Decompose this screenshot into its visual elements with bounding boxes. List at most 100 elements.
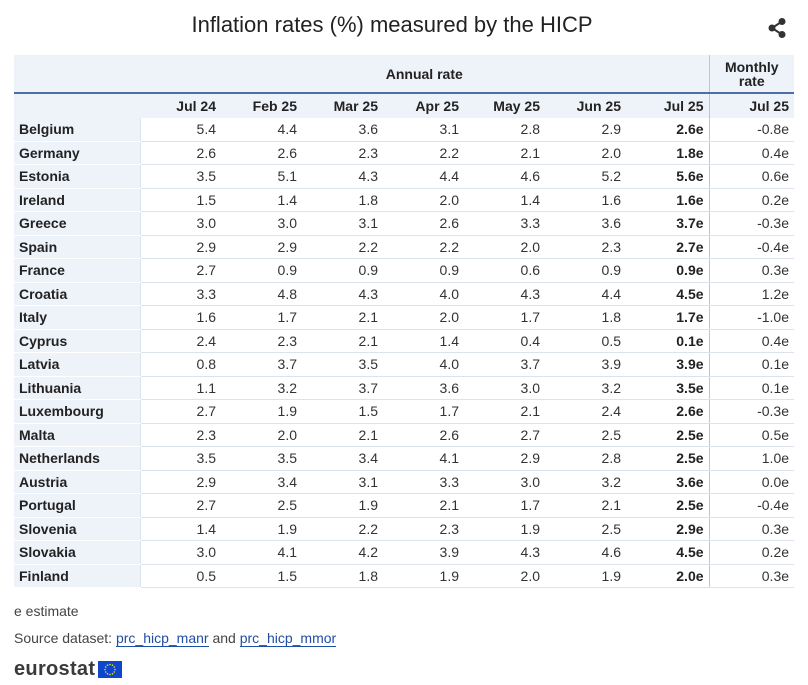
value-cell: 1.4 [221, 188, 302, 212]
flag-star [112, 672, 114, 675]
value-cell: 4.6 [545, 540, 626, 565]
value-cell: 2.7 [464, 423, 545, 447]
country-name: Portugal [14, 493, 140, 518]
value-cell: 0.9 [221, 258, 302, 283]
value-cell: 1.8 [302, 564, 383, 588]
value-cell: 2.2 [302, 235, 383, 259]
value-cell: 2.5 [221, 493, 302, 518]
country-name: Finland [14, 564, 140, 588]
value-cell: 3.6 [383, 376, 464, 400]
value-cell: -0.4e [709, 493, 795, 518]
country-name: Spain [14, 235, 140, 259]
value-cell: 2.3 [221, 329, 302, 353]
value-cell: 0.2e [709, 188, 795, 212]
column-header: Jul 25 [709, 92, 795, 118]
value-cell: 1.8e [626, 141, 710, 165]
value-cell: 2.0 [545, 141, 626, 165]
source-label: Source dataset: [14, 630, 116, 646]
table-row: Estonia 3.5 5.1 4.3 4.4 4.6 5.2 5.6e 0.6e [14, 164, 795, 189]
value-cell: 1.1 [139, 376, 221, 400]
table-row: Netherlands 3.5 3.5 3.4 4.1 2.9 2.8 2.5e 1.0e [14, 446, 795, 471]
value-cell: 2.4 [545, 399, 626, 424]
value-cell: 2.8 [545, 446, 626, 471]
value-cell: 5.1 [221, 164, 302, 189]
value-cell: 2.9 [545, 118, 626, 142]
value-cell: 2.0e [626, 564, 710, 588]
source-and: and [208, 630, 240, 646]
value-cell: 1.8 [545, 305, 626, 330]
value-cell: 3.3 [139, 282, 221, 306]
value-cell: 4.5e [626, 540, 710, 565]
value-cell: 1.9 [545, 564, 626, 588]
country-name: Ireland [14, 188, 140, 212]
table-row: Greece 3.0 3.0 3.1 2.6 3.3 3.6 3.7e -0.3e [14, 211, 795, 236]
country-name: Greece [14, 211, 140, 236]
value-cell: 2.6 [383, 423, 464, 447]
table-row: Slovenia 1.4 1.9 2.2 2.3 1.9 2.5 2.9e 0.3e [14, 517, 795, 541]
value-cell: 2.2 [383, 235, 464, 259]
value-cell: 0.2e [709, 540, 795, 565]
value-cell: 2.9 [139, 235, 221, 259]
value-cell: 2.1 [464, 141, 545, 165]
value-cell: 2.0 [383, 188, 464, 212]
value-cell: 1.5 [139, 188, 221, 212]
value-cell: 4.0 [383, 352, 464, 377]
value-cell: 2.5e [626, 446, 710, 471]
country-name: Malta [14, 423, 140, 447]
value-cell: -0.8e [709, 118, 795, 142]
value-cell: 0.1e [709, 376, 795, 400]
value-cell: 2.1 [302, 305, 383, 330]
flag-star [105, 670, 107, 673]
value-cell: 3.9e [626, 352, 710, 377]
country-name: France [14, 258, 140, 283]
value-cell: 1.9 [221, 517, 302, 541]
table-row: Italy 1.6 1.7 2.1 2.0 1.7 1.8 1.7e -1.0e [14, 305, 795, 330]
value-cell: 2.3 [545, 235, 626, 259]
dataset-link-manr[interactable]: prc_hicp_manr [115, 630, 209, 647]
dataset-link-mmor[interactable]: prc_hicp_mmor [239, 630, 337, 647]
estimate-footnote: e estimate [14, 603, 79, 619]
value-cell: 1.2e [709, 282, 795, 306]
value-cell: -1.0e [709, 305, 795, 330]
value-cell: 3.1 [383, 118, 464, 142]
table-row: Latvia 0.8 3.7 3.5 4.0 3.7 3.9 3.9e 0.1e [14, 352, 795, 377]
value-cell: 3.5 [221, 446, 302, 471]
value-cell: 2.3 [139, 423, 221, 447]
annual-rate-header: Annual rate [140, 55, 710, 93]
value-cell: 3.0 [139, 540, 221, 565]
country-name: Italy [14, 305, 140, 330]
value-cell: 2.0 [464, 235, 545, 259]
value-cell: 2.6 [221, 141, 302, 165]
value-cell: 4.5e [626, 282, 710, 306]
value-cell: 1.4 [383, 329, 464, 353]
table-row: Belgium 5.4 4.4 3.6 3.1 2.8 2.9 2.6e -0.8e [14, 118, 795, 142]
value-cell: 1.7 [464, 493, 545, 518]
country-name: Cyprus [14, 329, 140, 353]
value-cell: 3.5e [626, 376, 710, 400]
value-cell: 2.1 [545, 493, 626, 518]
value-cell: 2.8 [464, 118, 545, 142]
value-cell: 3.4 [302, 446, 383, 471]
monthly-rate-header: Monthly rate [709, 55, 795, 93]
value-cell: 2.0 [383, 305, 464, 330]
value-cell: 0.6e [709, 164, 795, 189]
value-cell: 0.4e [709, 329, 795, 353]
column-header: Jun 25 [545, 92, 626, 118]
value-cell: 2.2 [302, 517, 383, 541]
logo-text: eurostat [14, 657, 96, 680]
value-cell: 3.7 [302, 376, 383, 400]
value-cell: 4.8 [221, 282, 302, 306]
value-cell: 0.1e [626, 329, 710, 353]
value-cell: 3.9 [545, 352, 626, 377]
share-icon[interactable] [766, 17, 788, 39]
column-header: Jul 24 [140, 92, 221, 118]
value-cell: -0.3e [709, 211, 795, 236]
value-cell: 3.5 [302, 352, 383, 377]
table-row: Germany 2.6 2.6 2.3 2.2 2.1 2.0 1.8e 0.4e [14, 141, 795, 165]
value-cell: 2.3 [383, 517, 464, 541]
value-cell: 2.5 [545, 423, 626, 447]
value-cell: 0.8 [139, 352, 221, 377]
value-cell: 3.7 [221, 352, 302, 377]
value-cell: 1.0e [709, 446, 795, 471]
value-cell: 2.0 [464, 564, 545, 588]
